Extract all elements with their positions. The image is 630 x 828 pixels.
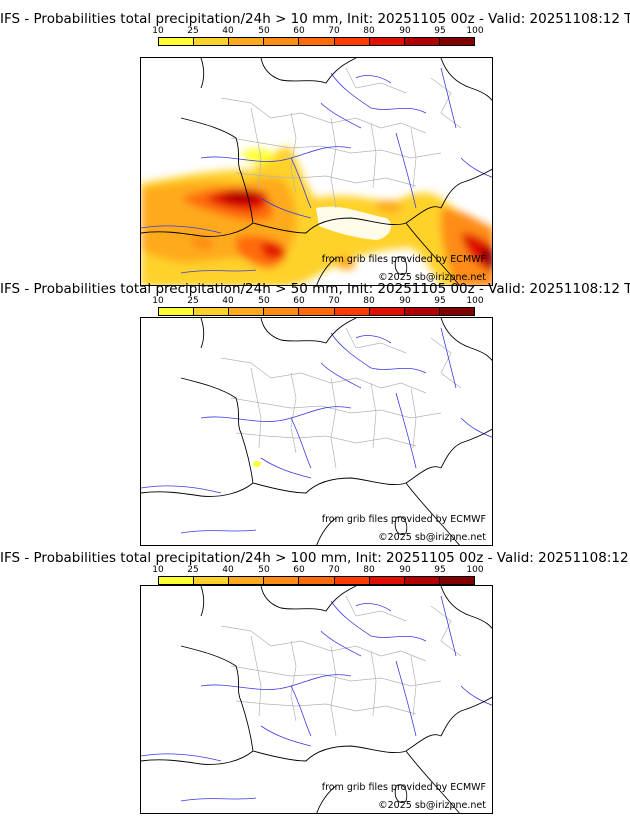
colorbar-ticks: 10 25 40 50 60 70 80 90 95 100 <box>152 26 483 37</box>
colorbar-segment <box>229 577 265 584</box>
colorbar-ticks: 10 25 40 50 60 70 80 90 95 100 <box>152 296 483 307</box>
colorbar-tick: 70 <box>328 565 340 575</box>
colorbar-tick: 50 <box>258 565 270 575</box>
colorbar-segment <box>159 38 195 45</box>
panel-title: IFS - Probabilities total precipitation/… <box>0 550 630 566</box>
colorbar-tick: 90 <box>399 26 411 36</box>
colorbar-tick: 40 <box>222 26 234 36</box>
coastlines <box>141 318 492 545</box>
colorbar-tick: 25 <box>187 565 199 575</box>
colorbar-segment <box>194 38 230 45</box>
panel-50mm: IFS - Probabilities total precipitation/… <box>0 280 630 548</box>
colorbar-segment <box>404 577 440 584</box>
credit-copyright: ©2025 sb@irizpne.net <box>378 272 486 283</box>
colorbar-segment <box>334 308 370 315</box>
colorbar-tick: 90 <box>399 296 411 306</box>
colorbar-tick: 100 <box>466 296 484 306</box>
colorbar-segment <box>159 308 195 315</box>
colorbar-segment <box>264 38 300 45</box>
panel-title: IFS - Probabilities total precipitation/… <box>0 281 630 297</box>
colorbar-tick: 50 <box>258 26 270 36</box>
rivers <box>141 595 492 802</box>
colorbar-segment <box>229 38 265 45</box>
colorbar-tick: 70 <box>328 26 340 36</box>
map: from grib files provided by ECMWF ©2025 … <box>140 585 493 814</box>
colorbar-tick: 10 <box>152 296 164 306</box>
admin-borders <box>220 327 462 469</box>
colorbar-segment <box>334 577 370 584</box>
colorbar-segment <box>334 38 370 45</box>
colorbar-segment <box>369 577 405 584</box>
precipitation-map <box>141 318 492 545</box>
rivers <box>141 67 492 274</box>
credit-copyright: ©2025 sb@irizpne.net <box>378 800 486 811</box>
precipitation-map <box>141 586 492 813</box>
coastlines <box>141 586 492 813</box>
colorbar <box>158 576 475 585</box>
colorbar-tick: 90 <box>399 565 411 575</box>
colorbar-segment <box>264 308 300 315</box>
colorbar-segment <box>264 577 300 584</box>
colorbar-tick: 50 <box>258 296 270 306</box>
colorbar-segment <box>194 308 230 315</box>
colorbar-tick: 80 <box>363 565 375 575</box>
colorbar-tick: 80 <box>363 26 375 36</box>
panel-title: IFS - Probabilities total precipitation/… <box>0 11 630 27</box>
colorbar-segment <box>439 577 474 584</box>
colorbar-segment <box>439 308 474 315</box>
admin-borders <box>220 67 462 209</box>
colorbar-tick: 100 <box>466 26 484 36</box>
colorbar-tick: 100 <box>466 565 484 575</box>
colorbar-segment <box>229 308 265 315</box>
colorbar-segment <box>299 38 335 45</box>
colorbar-tick: 25 <box>187 26 199 36</box>
admin-borders <box>220 595 462 737</box>
colorbar-segment <box>194 577 230 584</box>
map: from grib files provided by ECMWF ©2025 … <box>140 317 493 546</box>
colorbar <box>158 307 475 316</box>
colorbar-tick: 10 <box>152 565 164 575</box>
colorbar-tick: 70 <box>328 296 340 306</box>
precip-field <box>141 147 492 285</box>
colorbar-tick: 95 <box>434 296 446 306</box>
colorbar-tick: 60 <box>293 26 305 36</box>
coastlines <box>141 58 492 285</box>
panel-100mm: IFS - Probabilities total precipitation/… <box>0 549 630 817</box>
map: from grib files provided by ECMWF ©2025 … <box>140 57 493 286</box>
credit-source: from grib files provided by ECMWF <box>321 514 486 525</box>
colorbar-tick: 60 <box>293 565 305 575</box>
colorbar-segment <box>369 38 405 45</box>
colorbar-segment <box>159 577 195 584</box>
colorbar-ticks: 10 25 40 50 60 70 80 90 95 100 <box>152 565 483 576</box>
colorbar-tick: 95 <box>434 26 446 36</box>
colorbar-segment <box>404 308 440 315</box>
panel-10mm: IFS - Probabilities total precipitation/… <box>0 10 630 286</box>
credit-source: from grib files provided by ECMWF <box>321 782 486 793</box>
colorbar-segment <box>404 38 440 45</box>
colorbar-tick: 60 <box>293 296 305 306</box>
rivers <box>141 327 492 534</box>
colorbar-tick: 40 <box>222 565 234 575</box>
colorbar-segment <box>439 38 474 45</box>
colorbar-tick: 10 <box>152 26 164 36</box>
credit-source: from grib files provided by ECMWF <box>321 254 486 265</box>
colorbar-segment <box>299 308 335 315</box>
precipitation-map <box>141 58 492 285</box>
colorbar-segment <box>369 308 405 315</box>
colorbar-tick: 40 <box>222 296 234 306</box>
colorbar-tick: 25 <box>187 296 199 306</box>
colorbar-segment <box>299 577 335 584</box>
colorbar <box>158 37 475 46</box>
colorbar-tick: 95 <box>434 565 446 575</box>
credit-copyright: ©2025 sb@irizpne.net <box>378 532 486 543</box>
colorbar-tick: 80 <box>363 296 375 306</box>
